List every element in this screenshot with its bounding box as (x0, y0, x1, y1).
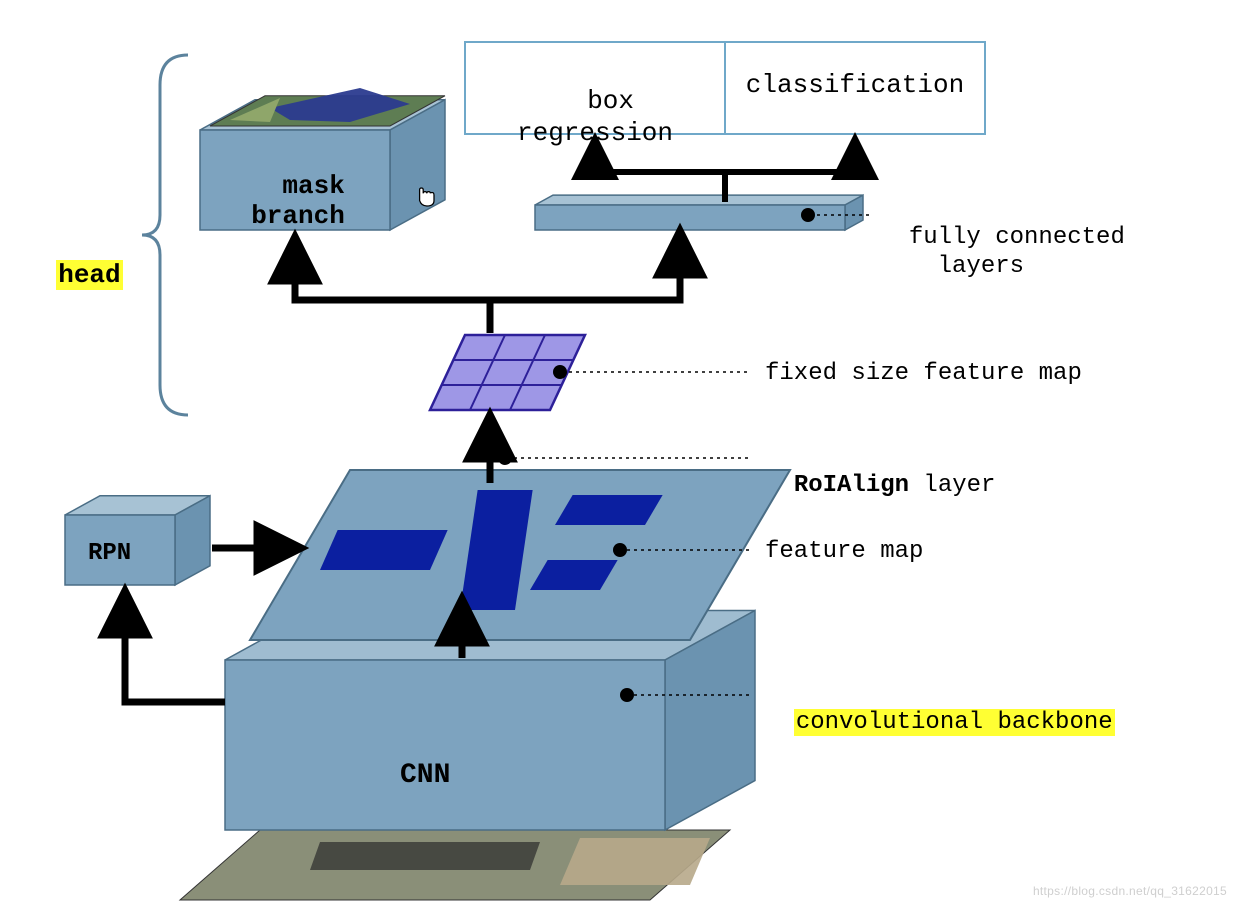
rpn-block (65, 496, 210, 585)
label-fcl: fully connected layers (880, 195, 1125, 281)
label-cnn: CNN (400, 760, 450, 791)
label-mask-branch: maskbranch (248, 142, 348, 232)
watermark: https://blog.csdn.net/qq_31622015 (1033, 884, 1227, 898)
label-conv-backbone: convolutional backbone (765, 682, 1115, 736)
label-rpn: RPN (88, 540, 131, 567)
arrow-cnn-to-rpn (125, 592, 225, 702)
arrow-split-left (295, 238, 490, 300)
head-brace (142, 55, 188, 415)
label-feature-map: feature map (765, 538, 923, 565)
cnn-block (225, 611, 755, 831)
input-image (180, 830, 730, 900)
label-roialign: RoIAlign layer (765, 445, 995, 499)
label-box-regression: boxregression (465, 52, 725, 150)
arrow-split-right (490, 232, 680, 300)
label-fixed-map: fixed size feature map (765, 360, 1082, 387)
label-classification: classification (725, 70, 985, 100)
label-head: head (25, 230, 123, 290)
